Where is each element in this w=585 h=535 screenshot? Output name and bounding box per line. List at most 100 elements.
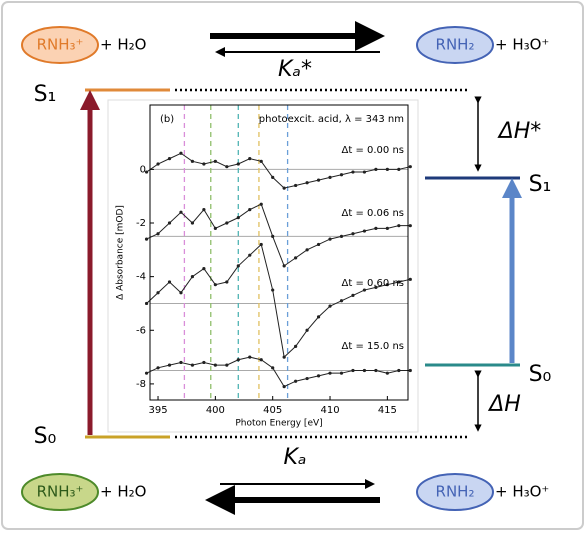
data-point (374, 167, 378, 171)
data-point (397, 167, 401, 171)
data-point (167, 280, 172, 284)
data-point (397, 280, 401, 284)
data-point (351, 232, 355, 236)
data-point (236, 216, 240, 220)
data-point (156, 366, 160, 370)
data-point (362, 229, 367, 233)
data-point (374, 226, 378, 230)
data-point (271, 175, 275, 180)
data-point (248, 157, 252, 161)
data-point (305, 376, 309, 381)
product: RNH₂ (436, 483, 475, 501)
data-point (316, 374, 321, 378)
data-point (202, 207, 206, 212)
data-point (328, 304, 332, 308)
trace (146, 152, 411, 189)
data-point (225, 363, 229, 367)
data-point (179, 151, 183, 155)
panel-label: (b) (160, 114, 174, 125)
data-point (282, 355, 286, 359)
y-tick-label: 0 (140, 164, 146, 175)
y-tick-label: -2 (136, 218, 146, 229)
data-point (144, 170, 149, 174)
data-point (328, 175, 332, 180)
data-point (179, 210, 183, 214)
x-tick-label: 400 (206, 405, 225, 416)
trace (146, 356, 411, 388)
product-bubble (416, 473, 494, 511)
data-point (374, 285, 378, 289)
data-point (305, 248, 309, 252)
data-point (248, 355, 252, 359)
reactant-partner: + H₂O (100, 483, 146, 501)
data-point (328, 371, 332, 375)
level-label: S₀ (34, 424, 57, 449)
data-point (225, 221, 229, 225)
inset-chart: Δt = 0.00 ns Δt = 0.06 ns Δt = 0.60 ns Δt =… (116, 104, 412, 429)
data-point (385, 283, 389, 287)
data-point (259, 358, 263, 362)
data-point (362, 170, 367, 174)
data-point (248, 207, 252, 212)
data-point (351, 170, 355, 174)
x-tick-label: 405 (263, 405, 282, 416)
legend-label: Δt = 0.06 ns (342, 208, 405, 219)
trace (146, 203, 411, 267)
data-point (236, 162, 240, 166)
data-point (144, 301, 149, 306)
product-bubble (416, 26, 494, 64)
energy-levels: S₁ S₀ S₁ S₀ ΔH* ΔH (34, 82, 552, 449)
product-partner: + H₃O⁺ (495, 483, 549, 501)
data-point (236, 264, 240, 268)
data-point (408, 368, 412, 373)
data-point (202, 162, 206, 166)
data-point (408, 277, 412, 281)
data-point (328, 237, 332, 241)
constant: Kₐ (283, 445, 306, 470)
data-point (397, 368, 401, 373)
data-point (248, 253, 252, 257)
bottom-equation: RNH₃⁺ + H₂O Kₐ RNH₂ + H₃O⁺ (21, 445, 549, 515)
legend-label: Δt = 15.0 ns (342, 341, 405, 352)
data-point (339, 371, 344, 375)
data-point (167, 221, 172, 225)
data-point (271, 288, 275, 292)
data-point (271, 366, 275, 370)
data-point (351, 368, 355, 373)
data-point (259, 242, 263, 247)
data-point (316, 178, 321, 182)
data-point (294, 379, 298, 383)
data-point (339, 234, 344, 239)
data-point (190, 221, 195, 225)
data-point (305, 328, 309, 332)
data-point (408, 165, 412, 169)
data-point (213, 283, 217, 287)
trace (146, 243, 411, 359)
data-point (294, 256, 298, 260)
enthalpy-label: ΔH* (497, 119, 542, 144)
plot-frame (149, 104, 409, 401)
inset-panel (107, 99, 419, 433)
data-point (385, 167, 389, 171)
data-point (271, 234, 275, 239)
data-point (167, 363, 172, 367)
data-point (144, 237, 149, 241)
reactant-partner: + H₂O (100, 36, 146, 54)
data-point (179, 360, 183, 365)
level-label: S₀ (529, 362, 552, 387)
data-point (316, 315, 321, 319)
x-tick-label: 410 (320, 405, 339, 416)
data-point (259, 202, 263, 206)
data-point (339, 173, 344, 177)
constant: Kₐ* (278, 57, 312, 82)
x-axis-label: Photon Energy [eV] (235, 419, 322, 429)
data-point (179, 291, 183, 295)
y-tick-label: -4 (136, 272, 146, 283)
legend-label: Δt = 0.00 ns (342, 145, 405, 156)
data-point (397, 224, 401, 228)
x-tick-label: 415 (378, 405, 397, 416)
data-point (316, 242, 321, 247)
level-label: S₁ (34, 82, 57, 107)
data-point (362, 368, 367, 373)
